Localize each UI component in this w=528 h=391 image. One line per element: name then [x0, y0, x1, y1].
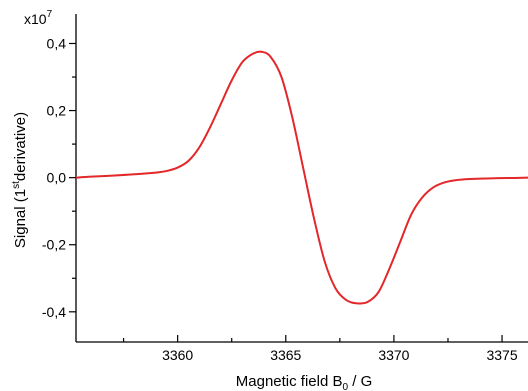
tick-labels: 3360 3365 3370 3375 -0,4 -0,2 0,0 0,2 0,4 [42, 35, 518, 363]
x-axis-label: Magnetic field B0 / G [236, 373, 372, 391]
ticks [69, 42, 503, 342]
y-multiplier-label: x107 [24, 9, 53, 27]
x-tick-label: 3365 [270, 347, 301, 363]
y-tick-label: -0,2 [42, 237, 66, 253]
series-group [75, 50, 528, 305]
y-tick-label: -0,4 [42, 304, 66, 320]
series-line-0 [75, 50, 528, 305]
x-tick-label: 3375 [486, 347, 517, 363]
axes [75, 14, 528, 343]
y-tick-label: 0,4 [47, 35, 67, 51]
y-tick-label: 0,0 [47, 170, 67, 186]
x-tick-label: 3360 [162, 347, 193, 363]
y-axis-label: Signal (1stderivative) [11, 112, 29, 248]
x-tick-label: 3370 [378, 347, 409, 363]
y-tick-label: 0,2 [47, 103, 67, 119]
